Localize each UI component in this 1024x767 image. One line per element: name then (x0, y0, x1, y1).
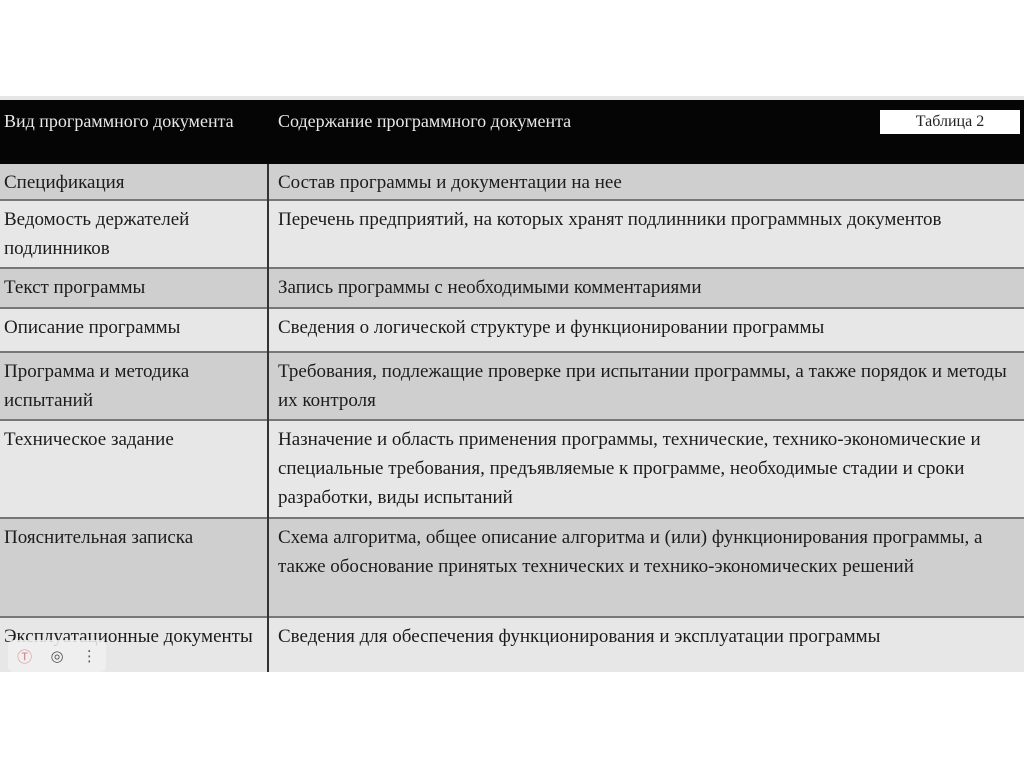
cell-type: Пояснительная записка (4, 527, 194, 548)
cell-content: Схема алгоритма, общее описание алгоритм… (278, 527, 983, 577)
cell-content: Сведения о логической структуре и функци… (278, 317, 825, 338)
table-row: Ведомость держателей подлинников Перечень… (0, 201, 1024, 269)
translate-icon[interactable]: Ⓣ (17, 647, 33, 666)
cell-type: Спецификация (4, 172, 125, 193)
header-type: Вид программного документа (4, 111, 234, 131)
cell-type: Техническое задание (4, 429, 174, 450)
table-row: Спецификация Состав программы и документа… (0, 164, 1024, 201)
column-divider (267, 164, 269, 672)
cell-type: Текст программы (4, 277, 146, 298)
cell-type: Ведомость держателей подлинников (4, 209, 190, 259)
cell-content: Сведения для обеспечения функционировани… (278, 626, 881, 647)
cell-type: Программа и методика испытаний (4, 361, 190, 411)
cell-content: Требования, подлежащие проверке при испы… (278, 361, 1007, 411)
table-row: Программа и методика испытаний Требования… (0, 353, 1024, 421)
table-header: Вид программного документа Содержание пр… (0, 100, 1024, 164)
cell-type: Описание программы (4, 317, 181, 338)
document-table: Вид программного документа Содержание пр… (0, 96, 1024, 672)
table-row: Техническое задание Назначение и область … (0, 421, 1024, 519)
camera-icon[interactable]: ◎ (50, 647, 64, 665)
cell-content: Перечень предприятий, на которых хранят … (278, 209, 942, 230)
cell-content: Запись программы с необходимыми коммента… (278, 277, 702, 298)
cell-content: Состав программы и документации на нее (278, 172, 622, 193)
header-content: Содержание программного документа (278, 111, 572, 131)
table-row: Текст программы Запись программы с необхо… (0, 269, 1024, 309)
more-icon[interactable]: ⋮ (81, 647, 97, 665)
cell-content: Назначение и область применения программ… (278, 429, 981, 508)
image-action-overlay: Ⓣ ◎ ⋮ (8, 640, 106, 672)
table-row: Пояснительная записка Схема алгоритма, об… (0, 519, 1024, 618)
table-row: Описание программы Сведения о логической … (0, 309, 1024, 353)
table-number-label: Таблица 2 (880, 110, 1020, 134)
table-row: Эксплуатационные документы Сведения для о… (0, 618, 1024, 672)
